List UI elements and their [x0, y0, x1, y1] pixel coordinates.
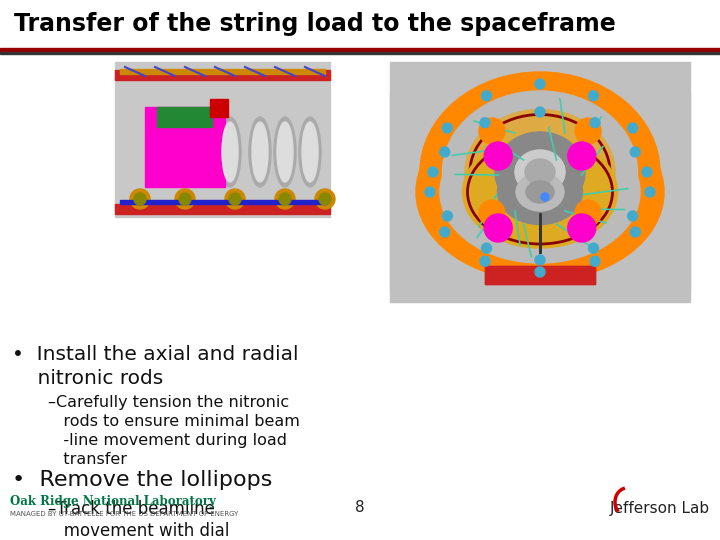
Circle shape	[485, 142, 512, 170]
Circle shape	[568, 142, 595, 170]
Circle shape	[229, 193, 241, 205]
Circle shape	[590, 256, 600, 266]
Circle shape	[628, 211, 638, 221]
Text: MANAGED BY UT-BATTELLE FOR THE US DEPARTMENT OF ENERGY: MANAGED BY UT-BATTELLE FOR THE US DEPART…	[10, 511, 238, 517]
Circle shape	[179, 193, 191, 205]
Text: –Carefully tension the nitronic
   rods to ensure minimal beam
   -line movement: –Carefully tension the nitronic rods to …	[48, 395, 300, 467]
Circle shape	[482, 91, 492, 101]
Bar	[0, 52, 720, 54]
Circle shape	[575, 118, 601, 144]
Ellipse shape	[299, 117, 321, 187]
Circle shape	[485, 214, 512, 242]
Bar	[120, 69, 325, 74]
Circle shape	[590, 118, 600, 128]
Circle shape	[480, 118, 490, 128]
Circle shape	[442, 123, 452, 133]
Circle shape	[130, 189, 150, 209]
Ellipse shape	[443, 91, 637, 253]
Ellipse shape	[416, 103, 664, 281]
Ellipse shape	[498, 159, 582, 225]
Circle shape	[630, 147, 640, 157]
Circle shape	[535, 255, 545, 265]
Circle shape	[425, 187, 435, 197]
Circle shape	[541, 193, 549, 201]
Text: Transfer of the string load to the spaceframe: Transfer of the string load to the space…	[14, 12, 616, 36]
Circle shape	[479, 200, 505, 226]
Circle shape	[315, 189, 335, 209]
Bar	[115, 70, 330, 80]
Bar	[120, 200, 325, 204]
Bar	[145, 107, 225, 187]
Circle shape	[575, 200, 601, 226]
Circle shape	[134, 193, 146, 205]
Circle shape	[440, 147, 450, 157]
Ellipse shape	[252, 122, 268, 182]
Circle shape	[442, 211, 452, 221]
Bar	[390, 62, 690, 292]
Ellipse shape	[525, 159, 555, 185]
Bar	[115, 204, 330, 214]
Circle shape	[479, 118, 505, 144]
Circle shape	[225, 189, 245, 209]
Circle shape	[535, 107, 545, 117]
Text: 8: 8	[355, 501, 365, 516]
Ellipse shape	[222, 122, 238, 182]
Bar	[157, 107, 212, 127]
Circle shape	[482, 243, 492, 253]
Circle shape	[175, 189, 195, 209]
Circle shape	[279, 193, 291, 205]
Bar	[0, 48, 720, 52]
Text: Oak Ridge National Laboratory: Oak Ridge National Laboratory	[10, 496, 216, 509]
Circle shape	[588, 91, 598, 101]
Ellipse shape	[219, 117, 241, 187]
Bar	[0, 0, 720, 48]
Circle shape	[275, 189, 295, 209]
Circle shape	[645, 187, 655, 197]
Circle shape	[440, 227, 450, 237]
Text: •  Remove the lollipops: • Remove the lollipops	[12, 469, 272, 489]
Circle shape	[630, 227, 640, 237]
Ellipse shape	[420, 72, 660, 272]
Circle shape	[535, 79, 545, 89]
Bar	[485, 266, 595, 284]
Circle shape	[480, 256, 490, 266]
Text: Jefferson Lab: Jefferson Lab	[610, 501, 710, 516]
Circle shape	[588, 243, 598, 253]
Ellipse shape	[302, 122, 318, 182]
Bar	[390, 92, 690, 302]
Bar	[0, 54, 380, 485]
Circle shape	[568, 214, 595, 242]
Text: •  Install the axial and radial
    nitronic rods: • Install the axial and radial nitronic …	[12, 345, 299, 388]
Bar	[382, 54, 720, 485]
Circle shape	[628, 123, 638, 133]
Circle shape	[319, 193, 331, 205]
Ellipse shape	[516, 173, 564, 211]
Ellipse shape	[465, 110, 615, 234]
Ellipse shape	[274, 117, 296, 187]
Circle shape	[642, 167, 652, 177]
Bar	[485, 266, 595, 284]
Bar	[115, 62, 330, 217]
Ellipse shape	[495, 132, 585, 212]
Circle shape	[535, 267, 545, 277]
Text: –Track the beamline
   movement with dial
   indicators: –Track the beamline movement with dial i…	[48, 500, 230, 540]
Ellipse shape	[277, 122, 293, 182]
Circle shape	[428, 167, 438, 177]
Bar	[0, 485, 720, 540]
Ellipse shape	[526, 181, 554, 203]
Ellipse shape	[515, 150, 565, 194]
Ellipse shape	[249, 117, 271, 187]
Ellipse shape	[462, 136, 618, 248]
Ellipse shape	[440, 121, 640, 263]
Bar	[210, 99, 228, 117]
